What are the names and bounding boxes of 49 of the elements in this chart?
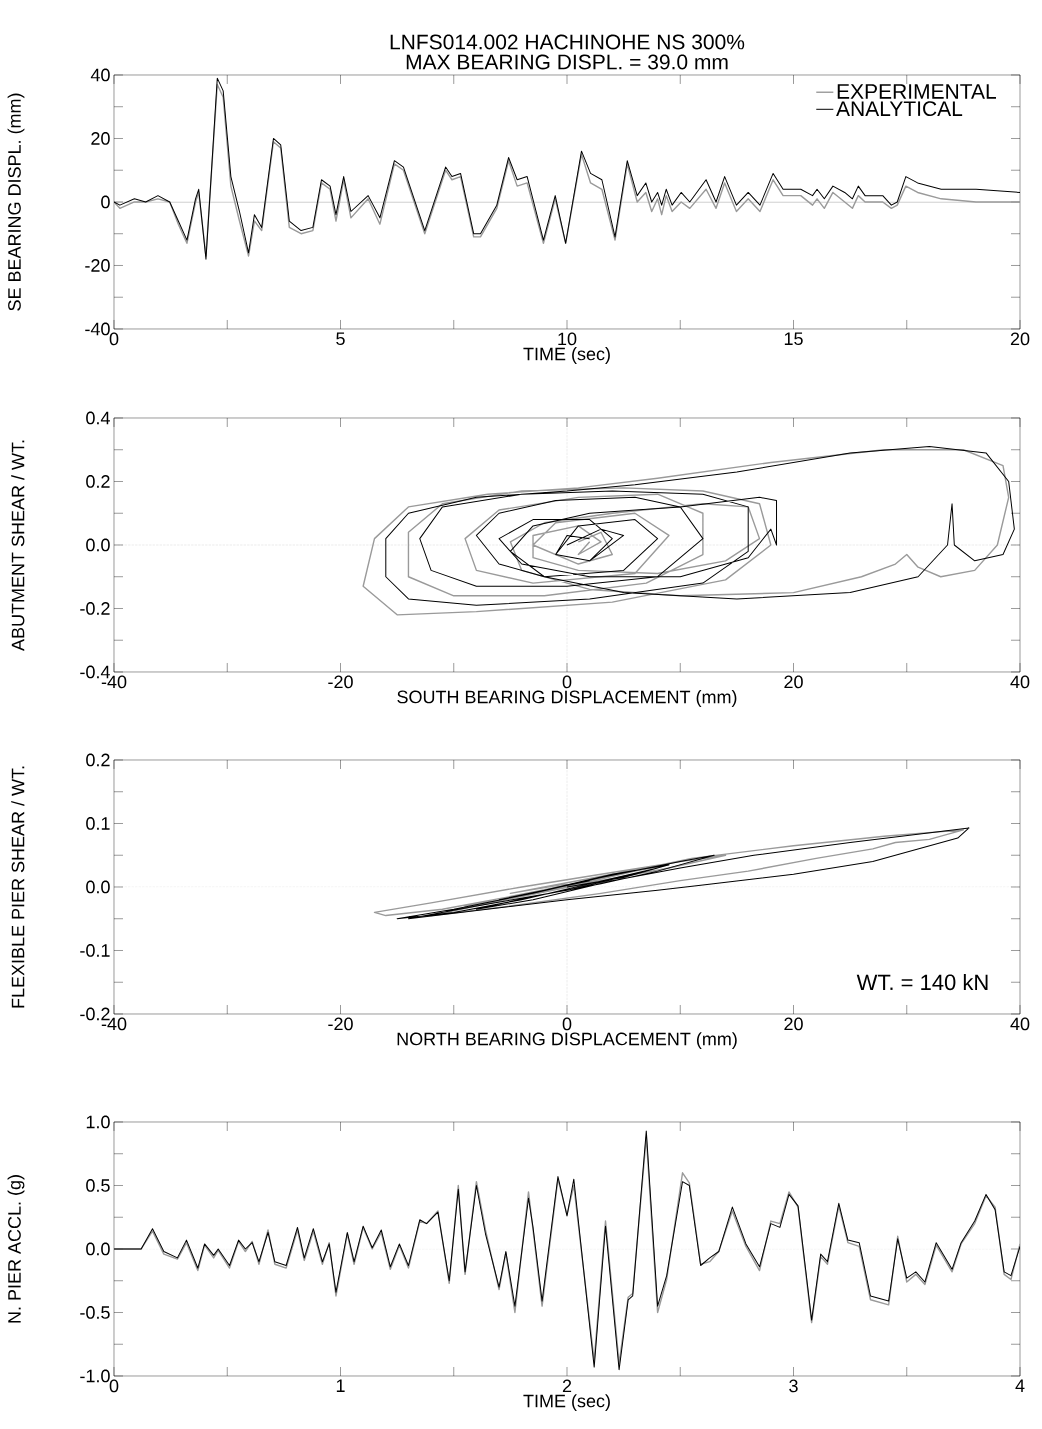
y-tick-label: 0.0 xyxy=(86,880,110,894)
x-tick-label: 40 xyxy=(1010,1017,1030,1031)
y-axis-title: FLEXIBLE PIER SHEAR / WT. xyxy=(11,766,25,1008)
x-tick-label: 2 xyxy=(562,1379,572,1393)
y-tick-label: 0.2 xyxy=(86,753,110,767)
y-tick-label: 0.4 xyxy=(86,411,110,425)
y-tick-label: 0.1 xyxy=(86,817,110,830)
x-tick-label: 20 xyxy=(1010,332,1030,346)
x-tick-label: 4 xyxy=(1015,1379,1025,1392)
legend-label: EXPERIMENTAL xyxy=(837,84,996,99)
y-tick-label: -1.0 xyxy=(80,1369,110,1383)
x-tick-label: 1 xyxy=(336,1379,345,1392)
y-tick-label: -0.5 xyxy=(80,1306,110,1319)
x-tick-label: 40 xyxy=(1010,675,1030,689)
y-tick-label: 0.2 xyxy=(86,475,110,488)
x-axis-title: TIME (sec) xyxy=(523,347,610,364)
x-tick-label: 5 xyxy=(336,332,345,346)
x-tick-label: 15 xyxy=(784,332,803,346)
x-axis-title: NORTH BEARING DISPLACEMENT (mm) xyxy=(397,1032,737,1049)
y-tick-label: -40 xyxy=(85,322,110,336)
x-tick-label: 20 xyxy=(784,1017,803,1031)
legend-label: ANALYTICAL xyxy=(836,101,963,117)
y-axis-title: ABUTMENT SHEAR / WT. xyxy=(11,440,25,651)
x-tick-label: 20 xyxy=(784,675,803,689)
x-tick-label: 10 xyxy=(558,332,577,346)
x-tick-label: 3 xyxy=(789,1379,798,1393)
y-tick-label: -20 xyxy=(85,259,110,272)
x-tick-label: 0 xyxy=(109,1379,119,1393)
x-axis-title: SOUTH BEARING DISPLACEMENT (mm) xyxy=(397,690,737,707)
y-tick-label: -0.1 xyxy=(80,944,110,957)
y-axis-title: N. PIER ACCL. (g) xyxy=(7,1175,25,1323)
y-tick-label: -0.2 xyxy=(80,602,110,615)
x-axis-title: TIME (sec) xyxy=(523,1394,610,1411)
y-axis-title: SE BEARING DISPL. (mm) xyxy=(7,93,25,311)
y-tick-label: 40 xyxy=(90,68,110,82)
y-tick-label: 20 xyxy=(91,132,110,145)
y-tick-label: 0.0 xyxy=(86,1242,110,1256)
x-tick-label: 0 xyxy=(562,675,572,689)
x-tick-label: -20 xyxy=(328,675,353,689)
chart-subtitle: MAX BEARING DISPL. = 39.0 mm xyxy=(406,54,728,70)
x-tick-label: 0 xyxy=(562,1017,572,1031)
y-tick-label: 1.0 xyxy=(86,1115,110,1129)
chart-title: LNFS014.002 HACHINOHE NS 300% xyxy=(390,34,745,50)
y-tick-label: 0.5 xyxy=(86,1179,110,1192)
y-tick-label: 0 xyxy=(101,195,110,209)
y-tick-label: 0.0 xyxy=(86,538,110,552)
x-tick-label: 0 xyxy=(109,332,119,346)
x-tick-label: -20 xyxy=(328,1017,353,1031)
annotation: WT. = 140 kN xyxy=(856,973,988,991)
